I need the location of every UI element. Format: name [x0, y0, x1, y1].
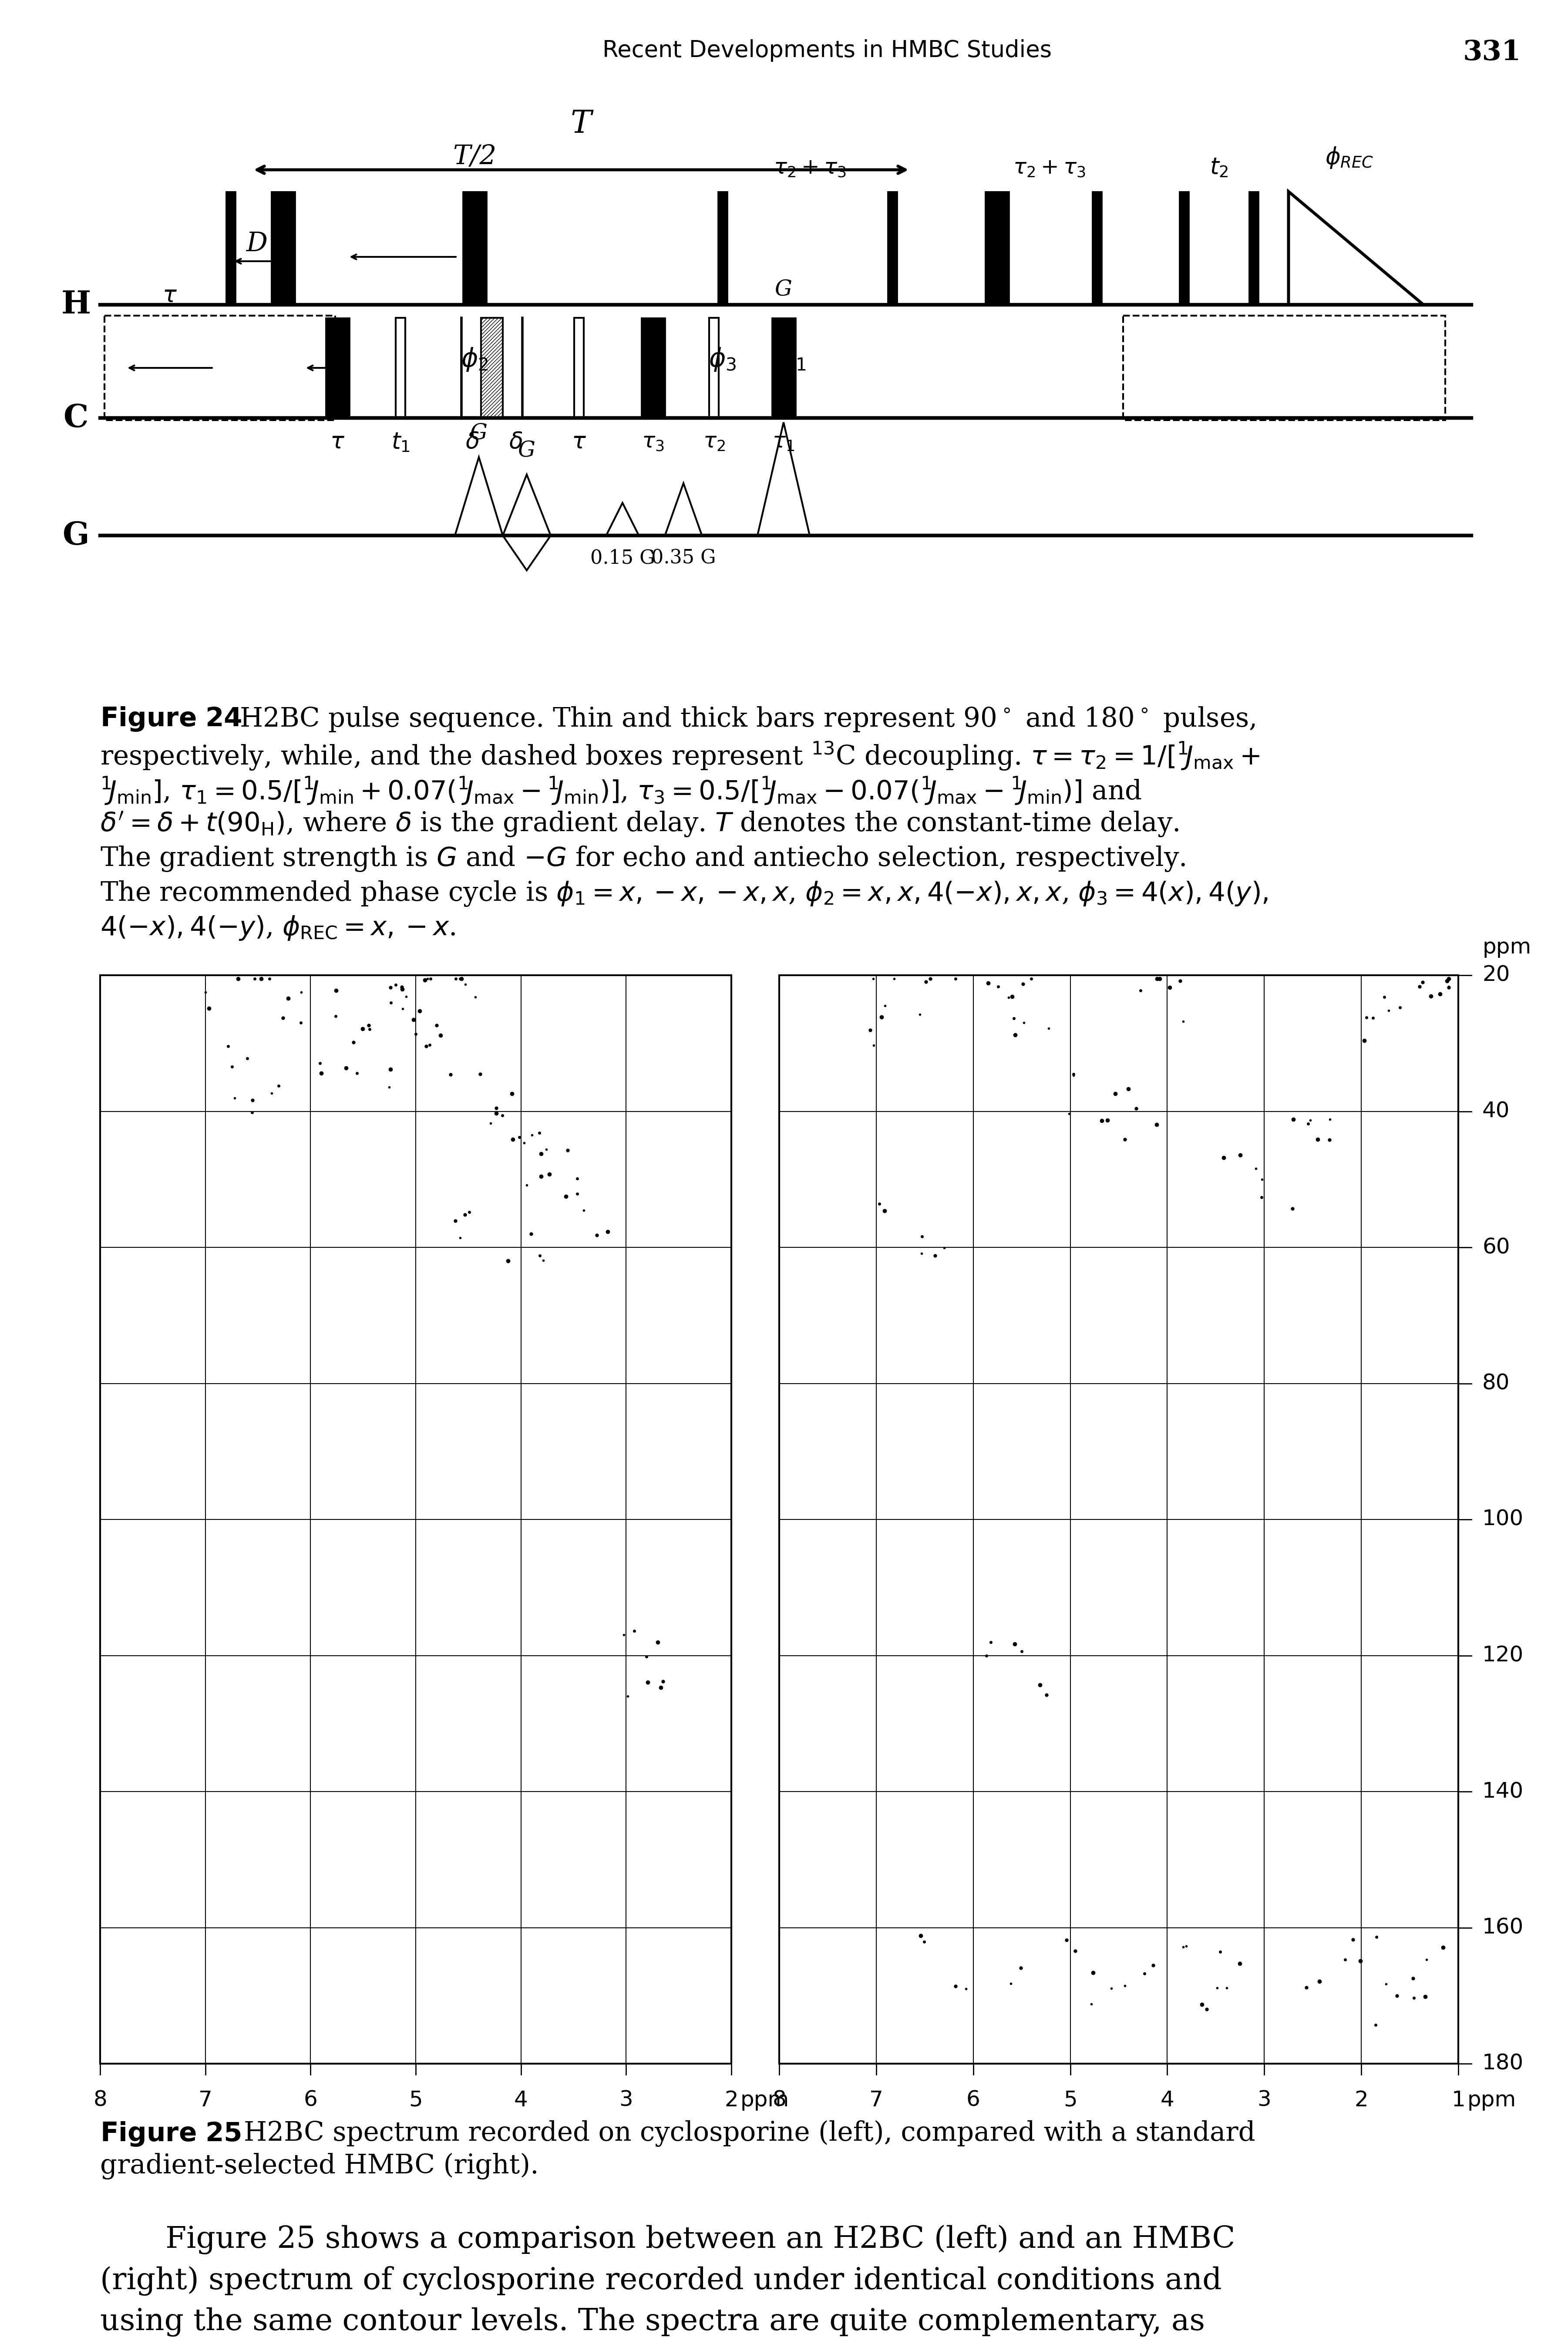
- Text: $\phi_1$: $\phi_1$: [779, 346, 806, 374]
- Text: 5: 5: [1063, 2090, 1077, 2111]
- Text: 2: 2: [724, 2090, 739, 2111]
- Bar: [1123, 315, 1446, 421]
- Bar: [271, 190, 295, 306]
- Text: 1: 1: [1452, 2090, 1465, 2111]
- Text: $\phi_3$: $\phi_3$: [709, 346, 737, 374]
- Text: $4(-x), 4(-y)$, $\phi_{\rm REC} = x, -x$.: $4(-x), 4(-y)$, $\phi_{\rm REC} = x, -x$…: [100, 915, 455, 943]
- Text: ppm: ppm: [740, 2090, 789, 2111]
- Text: T/2: T/2: [453, 143, 497, 169]
- Text: ppm: ppm: [1482, 938, 1530, 957]
- Text: G: G: [63, 520, 89, 550]
- Text: 4: 4: [514, 2090, 528, 2111]
- Text: using the same contour levels. The spectra are quite complementary, as: using the same contour levels. The spect…: [100, 2306, 1204, 2337]
- Text: $\delta$: $\delta$: [510, 430, 522, 454]
- Bar: [226, 190, 235, 306]
- Text: G: G: [775, 280, 792, 301]
- Text: 331: 331: [1463, 40, 1521, 66]
- Text: C: C: [64, 402, 89, 433]
- Bar: [105, 315, 336, 421]
- Text: respectively, while, and the dashed boxes represent $^{13}$C decoupling. $\tau =: respectively, while, and the dashed boxe…: [100, 741, 1259, 771]
- Text: $\phi_{REC}$: $\phi_{REC}$: [1325, 146, 1374, 169]
- Bar: [395, 317, 405, 418]
- Text: 0.15 G: 0.15 G: [590, 548, 655, 567]
- Text: $\tau_2+\tau_3$: $\tau_2+\tau_3$: [1013, 158, 1085, 179]
- Text: H2BC spectrum recorded on cyclosporine (left), compared with a standard: H2BC spectrum recorded on cyclosporine (…: [243, 2121, 1256, 2146]
- Text: 40: 40: [1482, 1100, 1510, 1121]
- Bar: [1250, 190, 1259, 306]
- Bar: [709, 317, 718, 418]
- Bar: [985, 190, 1008, 306]
- Text: $\mathbf{Figure\ 24}$: $\mathbf{Figure\ 24}$: [100, 705, 241, 734]
- Text: $\delta$: $\delta$: [466, 430, 480, 454]
- Text: 6: 6: [966, 2090, 980, 2111]
- Text: gradient-selected HMBC (right).: gradient-selected HMBC (right).: [100, 2154, 539, 2179]
- Text: Recent Developments in HMBC Studies: Recent Developments in HMBC Studies: [602, 40, 1052, 61]
- Bar: [574, 317, 583, 418]
- Text: T: T: [571, 108, 591, 139]
- Text: 6: 6: [304, 2090, 317, 2111]
- Text: Figure 25 shows a comparison between an H2BC (left) and an HMBC: Figure 25 shows a comparison between an …: [165, 2224, 1236, 2255]
- Bar: [771, 317, 795, 418]
- Text: $\mathbf{Figure\ 25}$: $\mathbf{Figure\ 25}$: [100, 2121, 241, 2149]
- Text: 2: 2: [1355, 2090, 1369, 2111]
- Text: 8: 8: [773, 2090, 786, 2111]
- Text: $\tau_1$: $\tau_1$: [773, 430, 795, 451]
- Text: The gradient strength is $G$ and $-G$ for echo and antiecho selection, respectiv: The gradient strength is $G$ and $-G$ fo…: [100, 844, 1185, 872]
- Text: $\tau_2$: $\tau_2$: [702, 430, 724, 451]
- Text: $\tau_2+\tau_3$: $\tau_2+\tau_3$: [773, 158, 847, 179]
- Text: $\tau$: $\tau$: [163, 284, 177, 308]
- Text: 80: 80: [1482, 1373, 1510, 1394]
- Text: D: D: [246, 230, 268, 256]
- Bar: [1179, 190, 1189, 306]
- Text: H: H: [61, 289, 91, 320]
- Bar: [481, 317, 503, 418]
- Bar: [887, 190, 897, 306]
- Text: $t_2$: $t_2$: [1209, 155, 1228, 179]
- Text: ppm: ppm: [1468, 2090, 1516, 2111]
- Text: 120: 120: [1482, 1646, 1524, 1667]
- Text: H2BC pulse sequence. Thin and thick bars represent 90$^\circ$ and 180$^\circ$ pu: H2BC pulse sequence. Thin and thick bars…: [240, 705, 1256, 734]
- Text: $\delta' = \delta + t(90_{\rm H})$, where $\delta$ is the gradient delay. $T$ de: $\delta' = \delta + t(90_{\rm H})$, wher…: [100, 809, 1179, 839]
- Text: 0.35 G: 0.35 G: [651, 548, 715, 567]
- Text: $\tau_3$: $\tau_3$: [641, 430, 665, 451]
- Text: G: G: [470, 423, 488, 444]
- Bar: [718, 190, 728, 306]
- Text: 5: 5: [409, 2090, 423, 2111]
- Text: $\tau$: $\tau$: [572, 430, 586, 454]
- Bar: [1093, 190, 1102, 306]
- Text: 20: 20: [1482, 964, 1510, 985]
- Text: 8: 8: [93, 2090, 107, 2111]
- Text: 7: 7: [199, 2090, 212, 2111]
- Text: $^1\!J_{\rm min}]$, $\tau_1 = 0.5/[^1\!J_{\rm min} + 0.07(^1\!J_{\rm max} - ^1\!: $^1\!J_{\rm min}]$, $\tau_1 = 0.5/[^1\!J…: [100, 776, 1142, 806]
- Text: 160: 160: [1482, 1916, 1524, 1937]
- Text: (right) spectrum of cyclosporine recorded under identical conditions and: (right) spectrum of cyclosporine recorde…: [100, 2266, 1221, 2295]
- Text: 180: 180: [1482, 2052, 1524, 2074]
- Bar: [100, 976, 731, 2064]
- Text: 4: 4: [1160, 2090, 1174, 2111]
- Text: 3: 3: [619, 2090, 633, 2111]
- Text: $t_1$: $t_1$: [390, 430, 409, 454]
- Bar: [463, 190, 486, 306]
- Text: 60: 60: [1482, 1237, 1510, 1258]
- Text: 3: 3: [1258, 2090, 1272, 2111]
- Text: 100: 100: [1482, 1509, 1524, 1531]
- Bar: [326, 317, 350, 418]
- Text: $\tau$: $\tau$: [329, 430, 345, 454]
- Text: G: G: [517, 440, 535, 461]
- Bar: [779, 976, 1458, 2064]
- Text: G: G: [775, 388, 792, 409]
- Text: 140: 140: [1482, 1782, 1524, 1801]
- Bar: [641, 317, 665, 418]
- Text: The recommended phase cycle is $\phi_1 = x, -x, -x, x$, $\phi_2 = x, x, 4(-x), x: The recommended phase cycle is $\phi_1 =…: [100, 879, 1269, 907]
- Text: $\phi_2$: $\phi_2$: [461, 346, 488, 374]
- Text: 7: 7: [869, 2090, 883, 2111]
